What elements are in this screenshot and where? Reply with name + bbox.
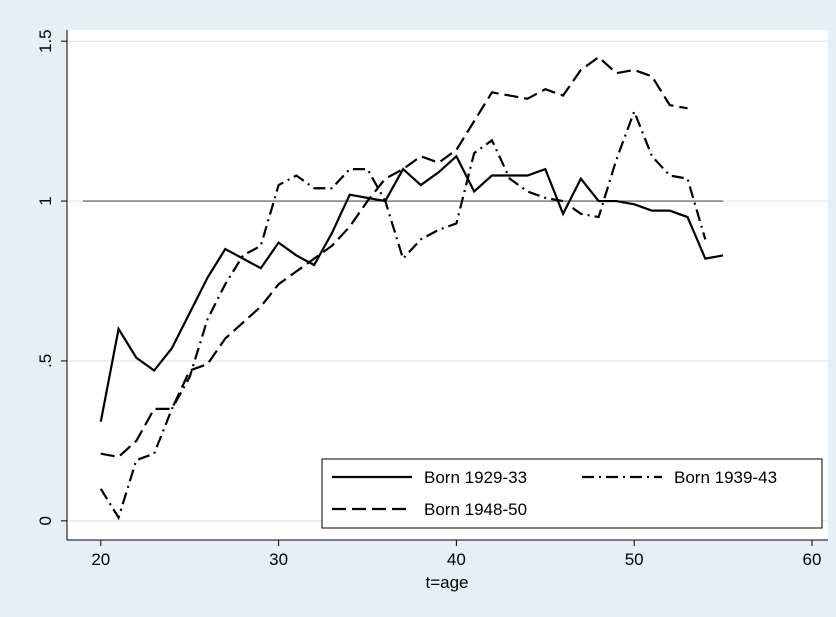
x-axis-label: t=age xyxy=(425,573,468,592)
x-tick-label: 50 xyxy=(625,550,644,569)
y-tick-label: 1 xyxy=(36,196,55,205)
plot-area xyxy=(67,30,828,540)
y-tick-label: .5 xyxy=(36,354,55,368)
legend-label: Born 1948-50 xyxy=(424,500,527,519)
x-tick-label: 20 xyxy=(91,550,110,569)
y-tick-label: 1.5 xyxy=(36,29,55,53)
series-line xyxy=(99,154,724,422)
x-tick-label: 40 xyxy=(447,550,466,569)
x-tick-label: 30 xyxy=(269,550,288,569)
legend-box xyxy=(321,458,823,529)
x-tick-label: 60 xyxy=(803,550,822,569)
series-line xyxy=(100,55,688,459)
legend-label: Born 1939-43 xyxy=(674,468,777,487)
legend-label: Born 1929-33 xyxy=(424,468,527,487)
y-tick-label: 0 xyxy=(36,516,55,525)
series-line xyxy=(99,108,707,521)
